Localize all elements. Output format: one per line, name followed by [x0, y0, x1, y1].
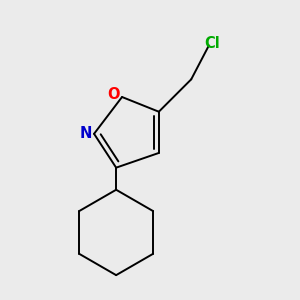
Text: O: O [107, 87, 119, 102]
Text: N: N [80, 126, 92, 141]
Text: Cl: Cl [204, 36, 220, 51]
